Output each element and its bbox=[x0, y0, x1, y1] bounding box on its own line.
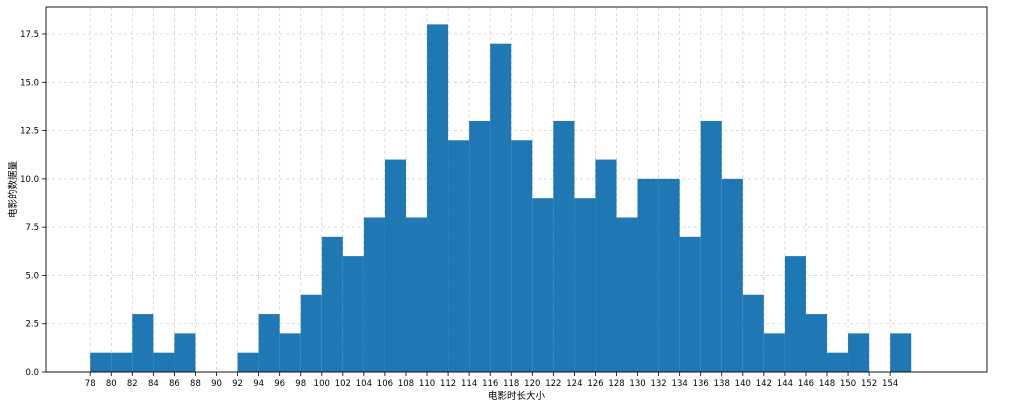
histogram-bar bbox=[427, 24, 449, 373]
x-tick-label: 82 bbox=[127, 379, 138, 389]
x-tick-label: 128 bbox=[608, 379, 624, 389]
y-tick-label: 17.5 bbox=[20, 30, 39, 40]
x-tick-label: 150 bbox=[840, 379, 856, 389]
histogram-bar bbox=[321, 236, 343, 372]
x-tick-label: 142 bbox=[756, 379, 772, 389]
histogram-bar bbox=[784, 256, 806, 372]
histogram-bar bbox=[721, 178, 743, 372]
x-tick-label: 86 bbox=[169, 379, 180, 389]
x-tick-label: 154 bbox=[882, 379, 898, 389]
histogram-bar bbox=[637, 178, 659, 372]
y-tick-label: 10.0 bbox=[20, 175, 39, 185]
histogram-bar bbox=[700, 120, 722, 372]
y-tick-label: 0.0 bbox=[25, 368, 39, 378]
histogram-bar bbox=[237, 352, 259, 372]
y-tick-label: 12.5 bbox=[20, 127, 39, 137]
x-tick-label: 134 bbox=[672, 379, 688, 389]
plot-frame bbox=[45, 6, 988, 373]
x-tick-label: 94 bbox=[253, 379, 264, 389]
x-tick-label: 98 bbox=[295, 379, 306, 389]
histogram-bar bbox=[174, 333, 196, 372]
x-tick-label: 100 bbox=[314, 379, 330, 389]
y-tick-label: 15.0 bbox=[20, 78, 39, 88]
histogram-bar bbox=[342, 256, 364, 372]
histogram-bar bbox=[300, 294, 322, 372]
x-tick-label: 80 bbox=[106, 379, 117, 389]
x-tick-label: 124 bbox=[566, 379, 582, 389]
histogram-bar bbox=[827, 352, 849, 372]
x-tick-label: 138 bbox=[714, 379, 730, 389]
bars-layer bbox=[90, 24, 912, 373]
x-tick-label: 140 bbox=[735, 379, 751, 389]
x-tick-label: 104 bbox=[356, 379, 372, 389]
histogram-bar bbox=[595, 159, 617, 372]
x-tick-label: 126 bbox=[587, 379, 603, 389]
histogram-bar bbox=[574, 198, 596, 372]
histogram-bar bbox=[448, 140, 470, 372]
x-tick-label: 120 bbox=[524, 379, 540, 389]
y-tick-label: 7.5 bbox=[25, 223, 39, 233]
x-tick-label: 102 bbox=[335, 379, 351, 389]
x-tick-label: 96 bbox=[274, 379, 285, 389]
x-tick-label: 118 bbox=[503, 379, 519, 389]
x-tick-label: 144 bbox=[777, 379, 793, 389]
x-tick-label: 112 bbox=[440, 379, 456, 389]
histogram-bar bbox=[763, 333, 785, 372]
axes-layer bbox=[42, 6, 988, 376]
histogram-bar bbox=[658, 178, 680, 372]
x-tick-label: 114 bbox=[461, 379, 477, 389]
histogram-bar bbox=[679, 236, 701, 372]
y-tick-label: 2.5 bbox=[25, 320, 39, 330]
labels-layer: 78 80 82 84 86 88 90 92 94 96 98 100 102 104 106 108 110… bbox=[7, 30, 898, 402]
histogram-bar bbox=[553, 120, 575, 372]
histogram-bar bbox=[805, 314, 828, 372]
histogram-bar bbox=[384, 159, 406, 372]
x-axis-label: 电影时长大小 bbox=[488, 390, 546, 402]
histogram-bar bbox=[90, 352, 112, 372]
x-tick-label: 84 bbox=[148, 379, 159, 389]
x-tick-label: 108 bbox=[398, 379, 414, 389]
x-tick-label: 92 bbox=[232, 379, 243, 389]
x-tick-label: 130 bbox=[629, 379, 645, 389]
histogram-bar bbox=[511, 140, 533, 372]
histogram-bar bbox=[469, 120, 491, 372]
histogram-bar bbox=[132, 314, 154, 372]
histogram-bar bbox=[153, 352, 175, 372]
x-tick-label: 148 bbox=[819, 379, 835, 389]
x-tick-label: 88 bbox=[190, 379, 201, 389]
histogram-bar bbox=[363, 217, 385, 372]
histogram-bar bbox=[532, 198, 554, 372]
x-tick-label: 78 bbox=[85, 379, 96, 389]
histogram-bar bbox=[742, 294, 764, 372]
histogram-bar bbox=[848, 333, 870, 372]
histogram-bar bbox=[616, 217, 638, 372]
x-tick-label: 90 bbox=[211, 379, 222, 389]
x-tick-label: 136 bbox=[693, 379, 709, 389]
histogram-bar bbox=[279, 333, 301, 372]
x-tick-label: 152 bbox=[861, 379, 877, 389]
histogram-bar bbox=[405, 217, 428, 372]
x-tick-label: 116 bbox=[482, 379, 498, 389]
histogram-bar bbox=[258, 314, 280, 372]
y-axis-label: 电影的数据量 bbox=[7, 161, 19, 219]
histogram-bar bbox=[890, 333, 912, 372]
x-tick-label: 132 bbox=[650, 379, 666, 389]
y-tick-label: 5.0 bbox=[25, 271, 39, 281]
histogram-bar bbox=[111, 352, 133, 372]
x-tick-label: 110 bbox=[419, 379, 435, 389]
x-tick-label: 106 bbox=[377, 379, 393, 389]
x-tick-label: 122 bbox=[545, 379, 561, 389]
histogram-bar bbox=[490, 43, 512, 373]
x-tick-label: 146 bbox=[798, 379, 814, 389]
